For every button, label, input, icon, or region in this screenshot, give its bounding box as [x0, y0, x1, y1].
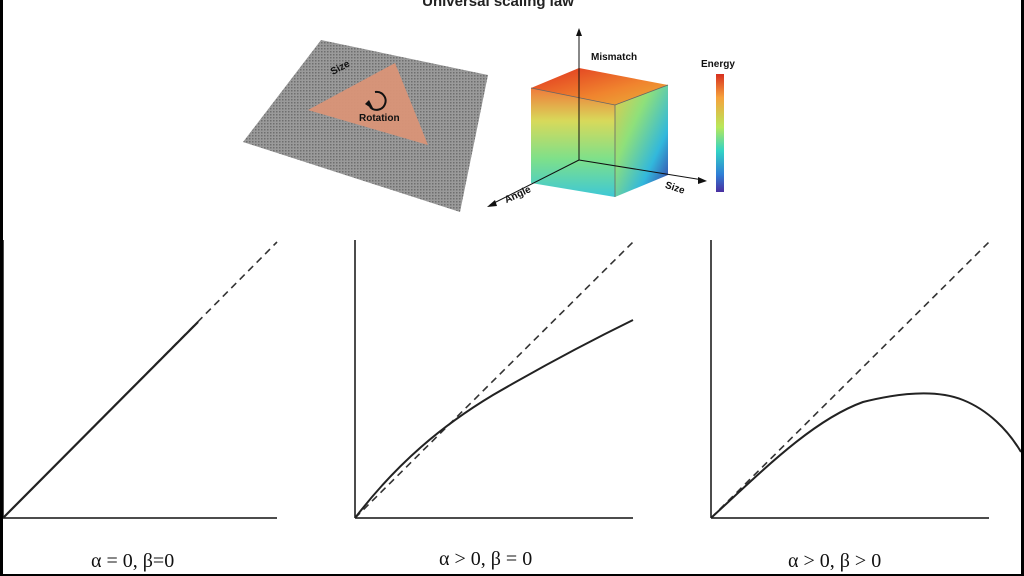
cube-mismatch-label: Mismatch	[591, 52, 638, 63]
energy-label: Energy	[701, 59, 735, 70]
panel-2-plot	[354, 240, 634, 519]
cube-front-face	[531, 88, 615, 197]
size-axis	[578, 159, 704, 181]
panel-3-caption: α > 0, β > 0	[788, 550, 882, 572]
figure-title: Universal scaling law	[422, 0, 574, 10]
figure-graphics	[3, 28, 1021, 519]
triangle-rotation-label: Rotation	[359, 113, 400, 124]
energy-colorbar	[716, 74, 724, 192]
panel-1-caption: α = 0, β=0	[91, 550, 175, 572]
cube-side-face	[615, 85, 668, 197]
rotation-arrowhead-icon	[365, 100, 374, 110]
panel-3-reference-line	[710, 241, 990, 519]
figure-frame: Universal scaling law	[3, 0, 1021, 574]
angle-axis	[489, 159, 580, 206]
panel-3-curve	[710, 392, 1021, 519]
cube-top-face	[531, 68, 668, 105]
panel-1-curve	[3, 321, 199, 519]
rotation-arrow-icon	[369, 90, 387, 111]
panel-2-caption: α > 0, β = 0	[439, 548, 533, 570]
panel-2-reference-line	[354, 241, 634, 519]
panel-1-plot	[3, 240, 278, 519]
panel-3-plot	[710, 240, 1021, 519]
panel-2-curve	[354, 319, 634, 519]
